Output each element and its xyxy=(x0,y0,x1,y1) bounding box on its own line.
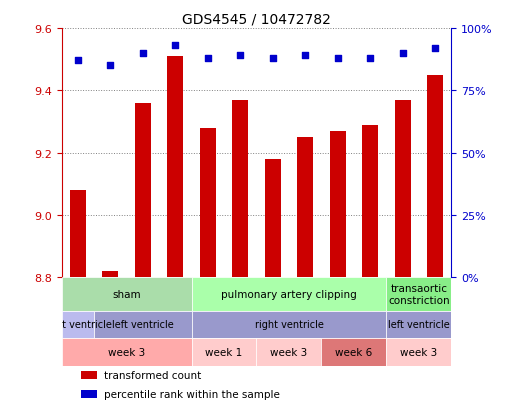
Point xyxy=(431,45,439,52)
Point xyxy=(236,53,244,59)
FancyBboxPatch shape xyxy=(191,278,386,311)
Text: right ventricle: right ventricle xyxy=(254,320,323,330)
Text: transformed count: transformed count xyxy=(105,370,202,380)
Bar xyxy=(232,100,248,278)
FancyBboxPatch shape xyxy=(94,311,191,338)
Text: sham: sham xyxy=(112,289,141,299)
Point xyxy=(139,50,147,57)
Bar xyxy=(394,100,411,278)
Text: transaortic
constriction: transaortic constriction xyxy=(388,283,450,305)
FancyBboxPatch shape xyxy=(256,338,322,366)
Text: left ventricle: left ventricle xyxy=(112,320,174,330)
Point xyxy=(171,43,180,50)
FancyBboxPatch shape xyxy=(386,311,451,338)
Text: right ventricle: right ventricle xyxy=(44,320,112,330)
Bar xyxy=(427,76,443,278)
Point xyxy=(204,55,212,62)
Bar xyxy=(329,131,346,278)
Text: left ventricle: left ventricle xyxy=(388,320,450,330)
Bar xyxy=(265,159,281,278)
FancyBboxPatch shape xyxy=(62,338,191,366)
Bar xyxy=(81,371,96,379)
Text: percentile rank within the sample: percentile rank within the sample xyxy=(105,389,280,399)
FancyBboxPatch shape xyxy=(386,338,451,366)
FancyBboxPatch shape xyxy=(386,278,451,311)
Text: week 3: week 3 xyxy=(108,347,145,357)
FancyBboxPatch shape xyxy=(191,311,386,338)
Bar xyxy=(200,128,216,278)
Bar xyxy=(134,104,151,278)
FancyBboxPatch shape xyxy=(62,278,191,311)
FancyBboxPatch shape xyxy=(322,338,386,366)
Bar xyxy=(70,190,86,278)
Text: week 1: week 1 xyxy=(205,347,243,357)
Text: week 3: week 3 xyxy=(270,347,308,357)
Bar xyxy=(81,390,96,398)
Point xyxy=(106,63,114,69)
FancyBboxPatch shape xyxy=(191,338,256,366)
Point xyxy=(366,55,374,62)
Text: week 6: week 6 xyxy=(336,347,372,357)
Title: GDS4545 / 10472782: GDS4545 / 10472782 xyxy=(182,12,331,26)
Bar xyxy=(167,57,183,278)
Point xyxy=(399,50,407,57)
Point xyxy=(301,53,309,59)
Bar xyxy=(362,125,378,278)
Bar xyxy=(297,138,313,278)
Text: week 3: week 3 xyxy=(400,347,438,357)
Point xyxy=(74,58,82,64)
Point xyxy=(269,55,277,62)
FancyBboxPatch shape xyxy=(62,311,94,338)
Bar xyxy=(102,271,119,278)
Point xyxy=(333,55,342,62)
Text: pulmonary artery clipping: pulmonary artery clipping xyxy=(221,289,357,299)
